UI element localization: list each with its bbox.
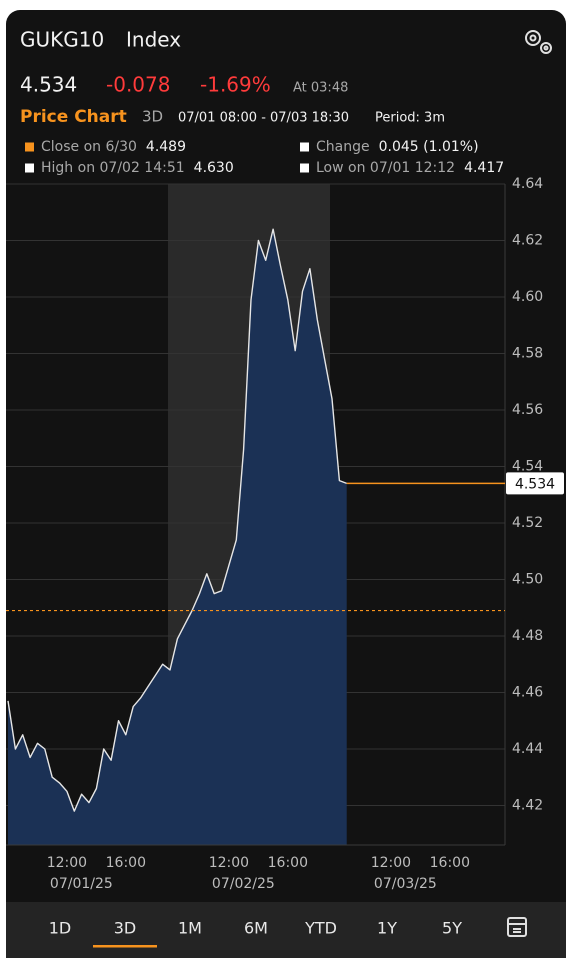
price-line — [7, 228, 347, 812]
settings-icon[interactable] — [525, 30, 552, 54]
legend-swatch — [300, 142, 309, 152]
x-date-label: 07/02/25 — [212, 876, 275, 892]
y-tick-label: 4.62 — [512, 232, 543, 248]
tab[interactable]: YTD — [304, 919, 337, 938]
legend-swatch — [25, 142, 34, 152]
net-change: -0.078 — [106, 73, 170, 97]
x-tick-label: 12:00 — [209, 855, 249, 871]
calendar-icon[interactable] — [507, 917, 527, 937]
pct-change: -1.69% — [200, 73, 271, 97]
x-tick-label: 16:00 — [106, 855, 146, 871]
period: Period: 3m — [375, 111, 445, 126]
last-price-box — [506, 472, 564, 495]
legend-value: 4.417 — [464, 160, 504, 176]
legend-label: Change — [316, 139, 370, 155]
tab-bar — [6, 902, 566, 958]
x-tick-label: 16:00 — [268, 855, 308, 871]
price: 4.534 — [20, 73, 77, 97]
y-tick-label: 4.48 — [512, 628, 543, 644]
time: At 03:48 — [293, 81, 348, 96]
area — [8, 229, 347, 845]
tab[interactable]: 5Y — [442, 919, 462, 938]
y-tick-label: 4.44 — [512, 741, 543, 757]
y-tick-label: 4.52 — [512, 515, 543, 531]
x-date-label: 07/01/25 — [50, 876, 113, 892]
tab[interactable]: 6M — [244, 919, 268, 938]
y-tick-label: 4.64 — [512, 176, 543, 192]
legend-swatch — [25, 163, 34, 173]
y-tick-label: 4.50 — [512, 571, 543, 587]
chart-title: Price Chart — [20, 107, 127, 127]
y-tick-label: 4.42 — [512, 797, 543, 813]
y-tick-label: 4.54 — [512, 458, 543, 474]
tab[interactable]: 1M — [178, 919, 202, 938]
tab-indicator — [93, 945, 157, 948]
span: 07/01 08:00 - 07/03 18:30 — [178, 111, 349, 126]
legend-label: Low on 07/01 12:12 — [316, 160, 455, 176]
x-date-label: 07/03/25 — [374, 876, 437, 892]
ticker: GUKG10 — [20, 28, 104, 52]
y-tick-label: 4.56 — [512, 402, 543, 418]
legend-value: 0.045 (1.01%) — [379, 139, 479, 155]
x-tick-label: 12:00 — [371, 855, 411, 871]
legend-label: High on 07/02 14:51 — [41, 160, 185, 176]
range: 3D — [142, 108, 163, 126]
legend-value: 4.630 — [194, 160, 234, 176]
y-tick-label: 4.58 — [512, 345, 543, 361]
y-tick-label: 4.60 — [512, 289, 543, 305]
last-price-label: 4.534 — [515, 476, 555, 492]
legend-swatch — [300, 163, 309, 173]
tab[interactable]: 3D — [114, 919, 137, 938]
legend-label: Close on 6/30 — [41, 139, 137, 155]
x-tick-label: 12:00 — [47, 855, 87, 871]
tab[interactable]: 1Y — [377, 919, 397, 938]
x-tick-label: 16:00 — [430, 855, 470, 871]
y-tick-label: 4.46 — [512, 684, 543, 700]
legend-value: 4.489 — [146, 139, 186, 155]
security-type: Index — [126, 28, 181, 52]
tab[interactable]: 1D — [49, 919, 72, 938]
